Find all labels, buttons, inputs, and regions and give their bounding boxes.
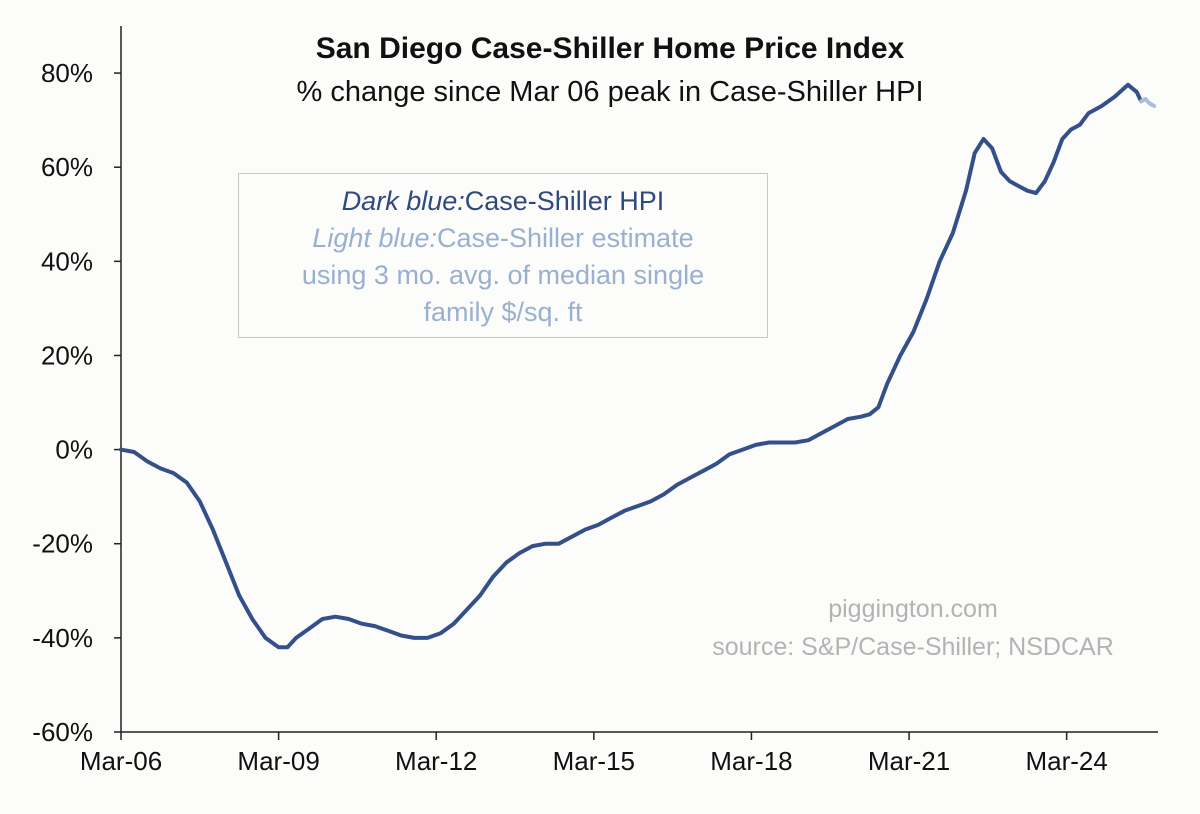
x-tick-label: Mar-06 (80, 746, 162, 776)
chart-title: San Diego Case-Shiller Home Price Index (316, 32, 905, 65)
y-tick-label: -40% (32, 623, 93, 653)
chart-subtitle: % change since Mar 06 peak in Case-Shill… (296, 76, 923, 108)
y-tick-label: 80% (41, 58, 93, 88)
x-tick-label: Mar-12 (395, 746, 477, 776)
legend-light-text-3: family $/sq. ft (423, 297, 583, 327)
y-tick-label: 60% (41, 152, 93, 182)
axes: 80% 60% 40% 20% 0% -20% -40% -60%Mar-06 Mar-09 Ma… (32, 26, 1158, 776)
x-tick-label: Mar-21 (868, 746, 950, 776)
legend-dark-entry: Dark blue:Case-Shiller HPI (239, 183, 767, 220)
y-tick-label: 40% (41, 246, 93, 276)
series-line-case-shiller (119, 82, 1144, 650)
y-tick-label: -20% (32, 529, 93, 559)
x-tick-label: Mar-24 (1025, 746, 1107, 776)
x-tick-label: Mar-18 (710, 746, 792, 776)
x-tick-label: Mar-15 (553, 746, 635, 776)
legend-light-label: Light blue: (312, 223, 437, 253)
y-tick-label: -60% (32, 717, 93, 747)
legend-dark-label: Dark blue: (341, 186, 465, 216)
watermark-site: piggington.com (828, 595, 998, 623)
legend-light-text-1: Case-Shiller estimate (437, 223, 694, 253)
legend-dark-text: Case-Shiller HPI (464, 186, 665, 216)
y-tick-label: 20% (41, 340, 93, 370)
legend-box: Dark blue:Case-Shiller HPI Light blue:Ca… (238, 173, 768, 338)
series-layer (119, 82, 1157, 650)
y-tick-label: 0% (55, 435, 93, 465)
source-note: source: S&P/Case-Shiller; NSDCAR (712, 633, 1114, 661)
legend-light-text-2: using 3 mo. avg. of median single (301, 260, 705, 290)
legend-light-entry: Light blue:Case-Shiller estimate (239, 220, 767, 257)
x-tick-label: Mar-09 (237, 746, 319, 776)
series-line-estimate (1139, 97, 1157, 108)
